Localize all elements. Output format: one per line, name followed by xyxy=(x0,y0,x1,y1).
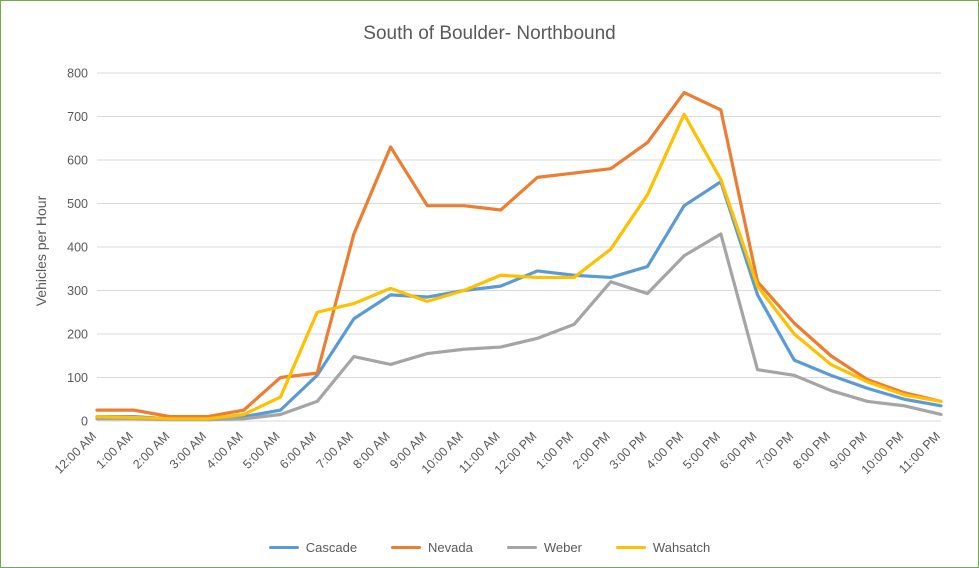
legend-line-swatch-wahsatch xyxy=(615,546,646,549)
series-line-cascade xyxy=(95,180,943,421)
y-tick-label: 500 xyxy=(67,197,88,211)
legend-line-swatch-cascade xyxy=(268,546,299,549)
y-tick-label: 300 xyxy=(67,284,88,298)
y-tick-label: 700 xyxy=(67,110,88,124)
x-tick-label: 7:00 AM xyxy=(314,429,356,471)
legend-label: Weber xyxy=(543,540,582,555)
x-tick-label: 2:00 AM xyxy=(130,429,172,471)
x-tick-label: 8:00 PM xyxy=(790,429,833,472)
x-tick-label: 6:00 PM xyxy=(717,429,760,472)
y-axis-title: Vehicles per Hour xyxy=(33,195,49,307)
series-line-nevada xyxy=(95,90,943,419)
y-tick-label: 400 xyxy=(67,241,88,255)
x-tick-label: 7:00 PM xyxy=(754,429,797,472)
x-tick-label: 2:00 PM xyxy=(570,429,613,472)
line-chart-plot-area: 0 100 200 300 400 500 600 700 800 12:00 AM1:00 AM… xyxy=(52,67,943,477)
series-line-wahsatch xyxy=(95,112,943,421)
x-tick-label: 4:00 PM xyxy=(643,429,686,472)
x-tick-label: 5:00 PM xyxy=(680,429,723,472)
legend-label: Wahsatch xyxy=(652,540,711,555)
y-tick-label: 100 xyxy=(67,371,88,385)
x-tick-label: 5:00 AM xyxy=(240,429,282,471)
chart-title: South of Boulder- Northbound xyxy=(363,23,616,44)
y-tick-label: 200 xyxy=(67,328,88,342)
x-tick-label: 3:00 AM xyxy=(167,429,209,471)
x-tick-label: 8:00 AM xyxy=(350,429,392,471)
x-tick-label: 4:00 AM xyxy=(204,429,246,471)
y-tick-label: 0 xyxy=(81,415,88,429)
legend-item-wahsatch: Wahsatch xyxy=(615,540,711,555)
y-tick-label: 800 xyxy=(67,67,88,81)
legend-line-swatch-nevada xyxy=(391,546,422,549)
legend-label: Cascade xyxy=(305,540,358,555)
x-tick-label: 1:00 AM xyxy=(93,429,135,471)
x-tick-label: 6:00 AM xyxy=(277,429,319,471)
legend-item-cascade: Cascade xyxy=(268,540,358,555)
x-tick-label: 3:00 PM xyxy=(607,429,650,472)
chart-legend: Cascade Nevada Weber Wahsatch xyxy=(1,540,978,555)
legend-item-nevada: Nevada xyxy=(391,540,473,555)
x-tick-label: 1:00 PM xyxy=(533,429,576,472)
series-line-weber xyxy=(95,232,943,422)
y-tick-label: 600 xyxy=(67,154,88,168)
x-tick-label: 12:00 AM xyxy=(52,429,99,476)
legend-line-swatch-weber xyxy=(506,546,537,549)
legend-label: Nevada xyxy=(428,540,473,555)
legend-item-weber: Weber xyxy=(506,540,582,555)
